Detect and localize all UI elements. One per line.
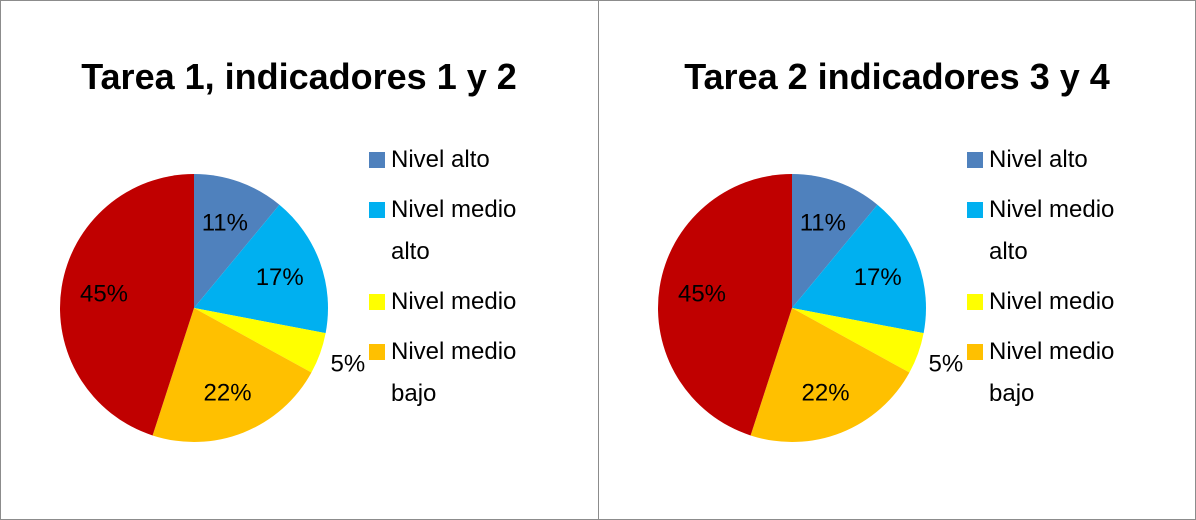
pie-slice xyxy=(60,174,195,436)
data-label: 17% xyxy=(854,264,902,291)
legend-swatch xyxy=(967,294,983,310)
legend-swatch xyxy=(967,152,983,168)
legend-swatch xyxy=(369,202,385,218)
pie-slice xyxy=(194,174,280,308)
legend-label: Nivel alto xyxy=(989,146,1088,173)
legend-label: Nivel medio xyxy=(391,288,517,315)
pie-slice xyxy=(658,174,792,436)
data-label: 5% xyxy=(928,350,963,377)
data-label: 17% xyxy=(256,264,304,291)
legend-item: Nivel alto xyxy=(369,139,539,181)
pie-slice xyxy=(792,174,878,308)
chart: Tarea 2 indicadores 3 y 4 11% 17% 5% 22% 45% xyxy=(658,56,1110,442)
legend-swatch xyxy=(967,202,983,218)
chart: Tarea 1, indicadores 1 y 2 11% 17% 5% 22% 45% xyxy=(60,56,517,442)
legend-label: Nivel medio xyxy=(989,288,1115,315)
legend-item: Nivel medio bajo xyxy=(967,331,1137,415)
legend-swatch xyxy=(967,344,983,360)
legend-swatch xyxy=(369,152,385,168)
data-label: 45% xyxy=(80,281,128,308)
chart-panel: Tarea 1, indicadores 1 y 2 11% 17% 5% 22% 45%… xyxy=(1,1,598,519)
pie-slice xyxy=(194,308,326,373)
legend-item: Nivel medio xyxy=(369,281,539,323)
legend-swatch xyxy=(369,344,385,360)
legend-item: Nivel medio alto xyxy=(967,189,1137,273)
data-label: 45% xyxy=(678,281,726,308)
legend-label: Nivel medio alto xyxy=(989,196,1115,265)
legend-item: Nivel medio xyxy=(967,281,1137,323)
legend-item: Nivel medio alto xyxy=(369,189,539,273)
data-label: 5% xyxy=(330,350,365,377)
data-label: 11% xyxy=(800,209,846,236)
legend-item: Nivel medio bajo xyxy=(369,331,539,415)
legend-label: Nivel alto xyxy=(391,146,490,173)
data-label: 22% xyxy=(802,380,850,407)
legend-label: Nivel medio bajo xyxy=(989,338,1115,407)
chart-title: Tarea 2 indicadores 3 y 4 xyxy=(684,56,1110,97)
legend-swatch xyxy=(369,294,385,310)
legend-item: Nivel alto xyxy=(967,139,1137,181)
pie-slice xyxy=(792,308,924,373)
legend-label: Nivel medio bajo xyxy=(391,338,517,407)
chart-title: Tarea 1, indicadores 1 y 2 xyxy=(81,56,517,97)
pie-slice xyxy=(152,308,312,442)
pie-slice xyxy=(750,308,910,442)
pie-slice xyxy=(194,204,328,334)
legend-label: Nivel medio alto xyxy=(391,196,517,265)
data-label: 11% xyxy=(202,209,248,236)
data-label: 22% xyxy=(204,380,252,407)
pie-slice xyxy=(792,204,926,334)
chart-panel: Tarea 2 indicadores 3 y 4 11% 17% 5% 22% 45% N… xyxy=(598,1,1196,519)
